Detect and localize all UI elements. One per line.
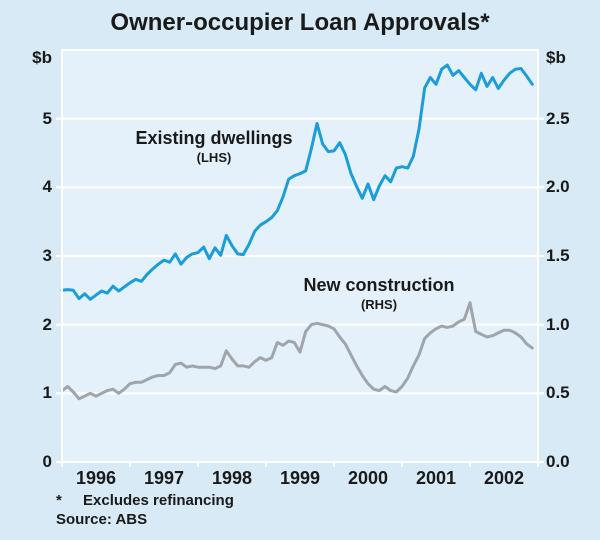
y-axis-left-label: 1 <box>42 383 52 403</box>
footnote: * Excludes refinancing <box>56 492 234 509</box>
existing-dwellings-annotation: Existing dwellings (LHS) <box>135 128 292 165</box>
left-axis-unit: $b <box>32 48 52 67</box>
existing-dwellings-label: Existing dwellings <box>135 128 293 148</box>
source-text: Source: ABS <box>56 511 148 528</box>
right-axis-unit: $b <box>546 48 566 67</box>
x-axis-year-label: 2002 <box>483 468 525 488</box>
y-axis-left-label: 2 <box>42 314 52 334</box>
x-axis-year-label: 1996 <box>75 468 117 488</box>
y-axis-right-label: 1.0 <box>546 314 570 334</box>
footnote-text: Excludes refinancing <box>83 492 234 509</box>
y-axis-left-label: 3 <box>42 246 52 265</box>
chart-title: Owner-occupier Loan Approvals* <box>110 9 490 36</box>
new-construction-annotation: New construction (RHS) <box>303 275 454 312</box>
y-axis-right-label: 1.5 <box>546 246 570 265</box>
y-axis-left-label: 0 <box>42 452 52 471</box>
y-axis-right-label: 0.5 <box>546 383 570 403</box>
existing-dwellings-axis-tag: (LHS) <box>196 150 232 165</box>
new-construction-axis-tag: (RHS) <box>360 297 398 312</box>
footnote-marker: * <box>56 492 62 509</box>
x-axis-year-label: 1998 <box>211 468 253 488</box>
y-axis-left-label: 5 <box>42 108 52 128</box>
new-construction-label: New construction <box>303 275 455 295</box>
x-axis-year-label: 1997 <box>143 468 185 488</box>
x-axis-year-label: 2000 <box>347 468 389 488</box>
existing-dwellings-line <box>60 63 534 301</box>
y-axis-right-label: 2.5 <box>546 108 570 128</box>
new-construction-line <box>60 301 534 401</box>
y-axis-right-label: 0.0 <box>546 452 570 471</box>
y-axis-left-label: 4 <box>42 177 52 197</box>
x-axis-year-label: 2001 <box>415 468 457 488</box>
x-axis-year-label: 1999 <box>279 468 321 488</box>
y-axis-right-label: 2.0 <box>546 177 570 197</box>
